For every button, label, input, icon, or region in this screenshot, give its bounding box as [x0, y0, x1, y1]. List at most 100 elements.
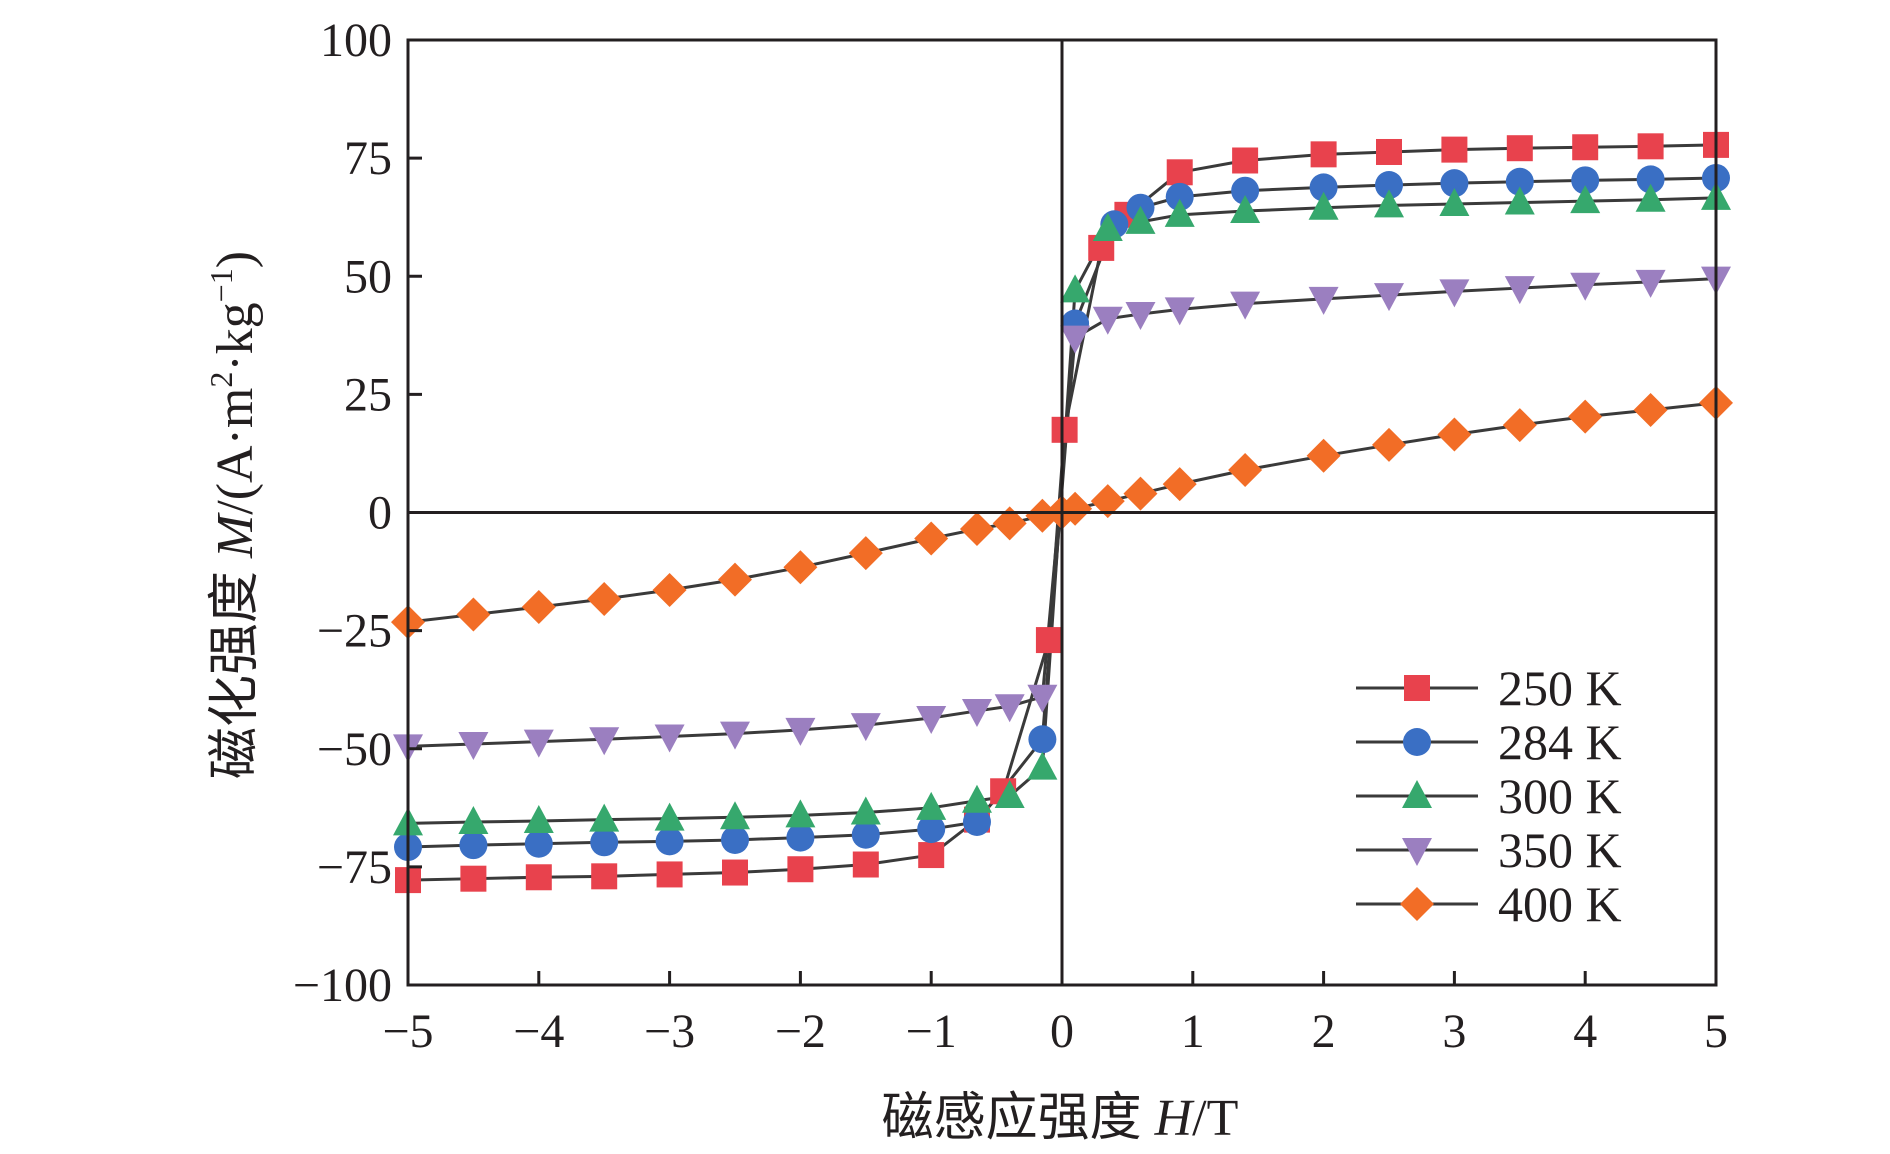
legend-marker-284k [1403, 728, 1431, 756]
data-point-250k [1506, 135, 1533, 162]
data-point-250k [918, 842, 945, 869]
x-tick-label: −1 [906, 1005, 957, 1058]
data-point-284k [851, 820, 880, 849]
data-point-400k [521, 590, 556, 624]
legend-marker-300k [1402, 780, 1432, 808]
data-point-350k [1164, 297, 1195, 326]
data-point-284k [917, 815, 946, 844]
y-tick-label: −75 [317, 841, 392, 894]
data-point-250k [591, 863, 618, 890]
data-point-400k [587, 581, 622, 616]
data-point-250k [787, 856, 814, 883]
data-point-350k [1060, 325, 1091, 354]
data-point-350k [916, 706, 947, 735]
data-point-300k [1125, 205, 1156, 234]
data-point-400k [1162, 467, 1197, 502]
x-tick-label: 5 [1704, 1005, 1728, 1058]
data-point-250k [460, 865, 487, 892]
data-point-350k [1027, 684, 1058, 713]
data-point-350k [1092, 306, 1123, 335]
data-point-284k [786, 823, 815, 852]
data-point-250k [1166, 159, 1193, 186]
data-point-250k [525, 864, 552, 891]
data-point-350k [1374, 283, 1404, 312]
data-point-284k [1440, 169, 1469, 198]
data-point-300k [458, 805, 489, 834]
data-point-300k [994, 780, 1025, 808]
y-tick-label: −100 [293, 959, 392, 1012]
data-point-350k [523, 729, 554, 758]
data-point-250k [1310, 141, 1337, 168]
data-point-350k [1230, 291, 1261, 320]
data-point-284k [962, 807, 991, 836]
x-tick-label: 0 [1050, 1005, 1074, 1058]
x-axis-title: 磁感应强度 H/T [882, 1090, 1239, 1147]
data-point-350k [654, 724, 685, 753]
data-point-400k [1058, 491, 1093, 526]
y-tick-label: 75 [344, 132, 392, 185]
data-point-300k [1635, 183, 1666, 212]
data-point-284k [1375, 171, 1403, 200]
legend-label-350k: 350 K [1498, 822, 1622, 878]
y-tick-label: −25 [317, 605, 392, 658]
data-point-300k [1027, 751, 1058, 780]
data-point-250k [1572, 134, 1599, 161]
data-point-400k [783, 550, 818, 585]
data-point-400k [1090, 484, 1125, 519]
data-point-400k [1372, 427, 1406, 462]
data-point-400k [652, 572, 687, 607]
data-point-250k [1441, 136, 1468, 163]
data-point-300k [523, 805, 554, 834]
data-point-284k [1028, 725, 1057, 754]
data-point-400k [1568, 399, 1603, 434]
data-point-300k [850, 796, 881, 825]
data-point-284k [459, 831, 488, 860]
y-tick-label: 25 [344, 368, 392, 421]
data-point-350k [1570, 272, 1601, 301]
data-point-400k [959, 512, 994, 547]
data-point-400k [992, 506, 1027, 541]
axes: −5 −4 −3 −2 −1 0 1 2 3 4 5 −100 −75 −50 −25 0 25 50 75 100 [293, 14, 1728, 1058]
data-point-250k [1232, 147, 1259, 174]
data-point-250k [1637, 133, 1664, 160]
x-tick-label: −2 [775, 1005, 826, 1058]
data-point-300k [1504, 186, 1535, 215]
data-point-300k [1308, 191, 1339, 220]
data-point-400k [456, 597, 491, 632]
data-point-300k [589, 803, 620, 832]
data-point-400k [1633, 392, 1668, 427]
legend-marker-350k [1402, 838, 1432, 866]
data-point-284k [1165, 182, 1194, 211]
data-point-250k [656, 861, 683, 888]
data-point-350k [1125, 302, 1156, 331]
data-point-350k [458, 732, 489, 761]
data-point-300k [1374, 189, 1404, 218]
data-point-300k [961, 784, 992, 813]
data-point-350k [1308, 286, 1339, 315]
legend-label-250k: 250 K [1498, 660, 1622, 716]
x-tick-label: 2 [1312, 1005, 1336, 1058]
data-point-400k [914, 521, 949, 556]
y-tick-label: 50 [344, 250, 392, 303]
x-tick-label: 3 [1442, 1005, 1466, 1058]
data-point-400k [1437, 417, 1472, 452]
x-tick-label: −5 [382, 1005, 433, 1058]
data-point-284k [590, 828, 619, 857]
data-point-284k [1571, 166, 1600, 195]
data-point-350k [720, 721, 750, 750]
data-point-300k [916, 791, 947, 820]
data-point-350k [850, 713, 881, 742]
data-point-250k [852, 851, 879, 878]
data-point-300k [720, 801, 750, 830]
data-markers [391, 131, 1733, 894]
data-point-284k [721, 825, 749, 854]
data-point-350k [1635, 269, 1666, 298]
data-point-350k [1439, 279, 1470, 308]
y-tick-label: 0 [368, 487, 392, 540]
x-tick-label: 1 [1181, 1005, 1205, 1058]
y-axis-title: 磁化强度 M/(A·m2·kg−1) [203, 251, 264, 779]
data-point-350k [785, 717, 816, 746]
data-point-250k [1376, 138, 1402, 165]
